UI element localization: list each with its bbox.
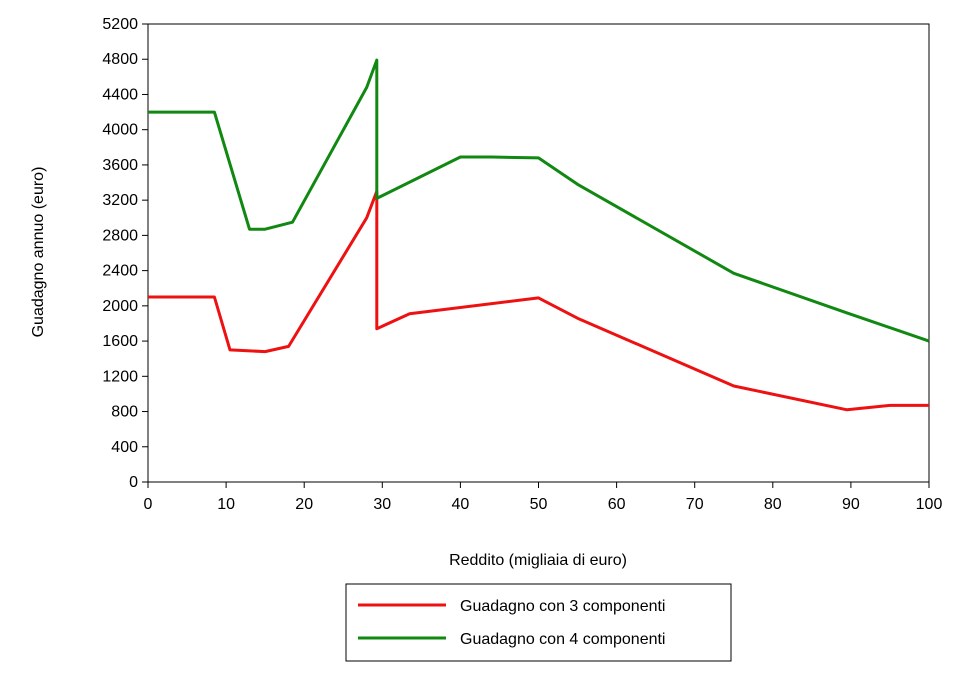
y-tick-label: 3600 bbox=[102, 157, 138, 174]
x-tick-label: 40 bbox=[452, 496, 470, 513]
y-tick-label: 2000 bbox=[102, 298, 138, 315]
legend-label-4-componenti: Guadagno con 4 componenti bbox=[460, 631, 665, 648]
series-line-4-componenti bbox=[148, 58, 930, 343]
x-tick-label: 70 bbox=[686, 496, 704, 513]
plot-border bbox=[147, 23, 930, 483]
y-tick-label: 800 bbox=[111, 404, 138, 421]
x-axis: 0 10 20 30 40 50 60 70 80 90 100 bbox=[144, 482, 943, 513]
y-tick-label: 4800 bbox=[102, 51, 138, 68]
y-tick-label: 1200 bbox=[102, 368, 138, 385]
x-tick-label: 50 bbox=[530, 496, 548, 513]
x-tick-label: 90 bbox=[842, 496, 860, 513]
legend-box bbox=[345, 583, 732, 662]
x-tick-label: 30 bbox=[373, 496, 391, 513]
y-tick-label: 4000 bbox=[102, 122, 138, 139]
legend: Guadagno con 3 componenti Guadagno con 4… bbox=[345, 583, 732, 662]
plot-area bbox=[147, 23, 930, 483]
series-line-3-componenti bbox=[148, 189, 929, 412]
legend-label-3-componenti: Guadagno con 3 componenti bbox=[460, 598, 665, 615]
y-tick-label: 400 bbox=[111, 439, 138, 456]
x-tick-label: 0 bbox=[144, 496, 153, 513]
x-axis-title: Reddito (migliaia di euro) bbox=[449, 552, 627, 569]
x-tick-label: 10 bbox=[217, 496, 235, 513]
y-tick-label: 1600 bbox=[102, 333, 138, 350]
x-tick-label: 60 bbox=[608, 496, 626, 513]
series-group bbox=[148, 58, 930, 412]
y-axis-title: Guadagno annuo (euro) bbox=[30, 167, 47, 338]
y-tick-label: 5200 bbox=[102, 16, 138, 33]
x-tick-label: 100 bbox=[916, 496, 943, 513]
y-tick-label: 4400 bbox=[102, 86, 138, 103]
y-tick-label: 3200 bbox=[102, 192, 138, 209]
x-tick-label: 80 bbox=[764, 496, 782, 513]
y-tick-label: 2400 bbox=[102, 263, 138, 280]
y-tick-label: 0 bbox=[129, 474, 138, 491]
y-axis: 0 400 800 1200 1600 2000 2400 2800 3200 3600 4000 4… bbox=[102, 16, 148, 491]
x-tick-label: 20 bbox=[295, 496, 313, 513]
y-tick-label: 2800 bbox=[102, 227, 138, 244]
